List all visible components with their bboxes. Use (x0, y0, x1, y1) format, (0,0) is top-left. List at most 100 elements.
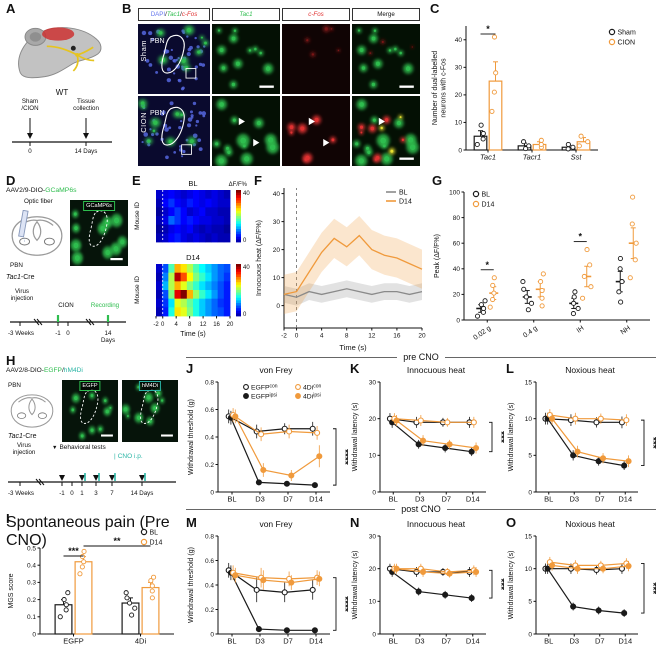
svg-text:IH: IH (576, 325, 586, 335)
brain-schematic-with-fiber (11, 210, 63, 256)
svg-text:40: 40 (273, 191, 281, 198)
cno-legend: | CNO i.p. (114, 453, 143, 460)
svg-text:**: ** (113, 536, 121, 546)
micro-image-sham-tac1 (212, 24, 280, 94)
von-frey-post-cno-chart: 0 0.2 0.4 0.6 0.8 Withdrawal threshold (g) BL D… (188, 533, 348, 646)
timeline-h-tick-5: 7 (110, 490, 114, 497)
timeline-h-tick-3: 1 (80, 490, 84, 497)
svg-text:D3: D3 (255, 637, 265, 646)
pre-cno-rule-left (186, 356, 398, 358)
svg-text:4: 4 (320, 333, 324, 340)
panel-j-title: von Frey (259, 365, 293, 375)
panel-n: N Innocuous heat 0 10 20 30 Withdrawal laten… (350, 515, 504, 654)
svg-text:40: 40 (453, 266, 461, 273)
pre-cno-text: pre CNO (403, 352, 439, 362)
svg-text:BL: BL (389, 637, 398, 646)
svg-text:20: 20 (418, 333, 426, 340)
von-frey-pre-cno-chart: 0 0.2 0.4 0.6 0.8 Withdrawal threshold (g) BL D… (188, 379, 348, 504)
timeline-h-graphic (8, 473, 176, 486)
svg-text:***: *** (495, 431, 504, 443)
svg-text:BL: BL (389, 495, 398, 504)
svg-text:100: 100 (449, 189, 460, 196)
panel-c-label: C (430, 1, 440, 16)
svg-text:BL: BL (544, 495, 553, 504)
svg-text:Withdrawal threshold (g): Withdrawal threshold (g) (188, 547, 195, 623)
svg-text:30: 30 (369, 533, 377, 540)
tac1-cre-label: Tac1-Cre (6, 274, 35, 281)
svg-text:D14: D14 (309, 495, 323, 504)
svg-text:40: 40 (243, 191, 250, 197)
panel-m: M von Frey 0 0.2 0.4 0.6 0.8 Withdrawal thres… (186, 515, 348, 654)
svg-text:D7: D7 (595, 495, 605, 504)
svg-text:0.4: 0.4 (27, 563, 36, 570)
svg-text:0: 0 (372, 631, 376, 638)
egfp-photo: EGFP (62, 380, 118, 442)
behavioral-test-marker-icon: ▼ (52, 444, 58, 451)
hm4di-photo-tag: hM4Di (138, 381, 162, 391)
mouse-head-illustration (18, 27, 102, 79)
svg-text:Peak (ΔF/F%): Peak (ΔF/F%) (434, 234, 441, 278)
timeline-d-tick-0: 0 (66, 330, 70, 337)
svg-text:0: 0 (210, 631, 214, 638)
innocuous-heat-post-cno-chart: 0 10 20 30 Withdrawal latency (s) BL D3 D7 D14 **… (352, 533, 504, 646)
row-label-cion: CION (139, 112, 148, 133)
panel-h-label: H (6, 353, 16, 368)
row-label-sham: Sham (139, 40, 148, 62)
svg-text:D3: D3 (415, 495, 425, 504)
svg-text:BL: BL (150, 530, 159, 537)
cno-label: CNO i.p. (117, 453, 143, 460)
column-header-merge: Merge (352, 8, 420, 21)
svg-text:0: 0 (528, 489, 532, 496)
svg-text:*: * (485, 260, 489, 270)
svg-text:Withdrawal latency (s): Withdrawal latency (s) (352, 551, 359, 620)
svg-text:D3: D3 (569, 637, 579, 646)
panel-c: C 0 10 20 30 40 Number of dual-labelled neuron… (430, 1, 656, 174)
svg-text:PBN: PBN (150, 110, 165, 117)
timeline-a-tick-0: 0 (28, 148, 32, 155)
panel-f-label: F (254, 173, 262, 188)
virus-label-egfp-hm4di: AAV2/8-DIO-EGFP/hM4Di (6, 367, 83, 374)
svg-text:***: *** (68, 546, 79, 556)
panel-j: J von Frey 0 0.2 0.4 0.6 0.8 Withdrawal thres… (186, 361, 348, 512)
noxious-heat-pre-cno-chart: 0 5 10 15 Withdrawal latency (s) BL D3 D7 D14 *** (508, 379, 656, 504)
svg-text:0.4 g: 0.4 g (522, 325, 539, 340)
svg-text:0.4: 0.4 (205, 582, 214, 589)
svg-text:10: 10 (455, 120, 463, 127)
panel-i-label: I (6, 511, 10, 526)
svg-text:30: 30 (455, 65, 463, 72)
timeline-h-tick-1: -1 (59, 490, 65, 497)
svg-text:10: 10 (369, 453, 377, 460)
svg-text:0.4: 0.4 (205, 434, 214, 441)
svg-text:***: *** (495, 578, 504, 590)
panel-k-label: K (350, 361, 360, 376)
panel-n-title: Innocuous heat (406, 519, 466, 529)
svg-text:10: 10 (273, 275, 281, 282)
timeline-d-tick-3weeks: -3 Weeks (7, 330, 35, 337)
svg-text:BL: BL (188, 179, 197, 188)
timeline-h-tick-4: 3 (94, 490, 98, 497)
innocuous-heat-trace-chart: 0 10 20 30 40 Innocuous heat (ΔF/F%) -2 0 4 8 12 16… (256, 188, 426, 352)
svg-text:D14: D14 (466, 637, 480, 646)
pre-cno-rule-right (444, 356, 657, 358)
micro-image-sham-cfos (282, 24, 350, 94)
svg-text:D7: D7 (441, 637, 451, 646)
panel-i: I Spontaneous pain (Pre CNO) 0 0.1 0.2 0.3 0… (6, 511, 182, 654)
svg-text:0.02 g: 0.02 g (472, 325, 492, 342)
svg-text:15: 15 (525, 379, 533, 386)
timeline-h: -3 Weeks -1 0 1 3 7 14 Days (6, 460, 182, 514)
panel-o-title: Noxious heat (565, 519, 615, 529)
panel-i-title: Spontaneous pain (Pre CNO) (6, 514, 170, 549)
timeline-d-tick-minus1: -1 (55, 330, 61, 337)
svg-text:D14: D14 (399, 198, 412, 205)
svg-text:0.8: 0.8 (205, 533, 214, 540)
panel-l-label: L (506, 361, 514, 376)
svg-text:10: 10 (525, 416, 533, 423)
svg-text:Number of dual-labelled: Number of dual-labelled (432, 51, 439, 125)
svg-text:***: *** (647, 582, 656, 594)
svg-text:BL: BL (227, 637, 236, 646)
svg-text:Mouse ID: Mouse ID (134, 202, 141, 230)
svg-text:*: * (578, 232, 582, 242)
svg-text:0.6: 0.6 (205, 558, 214, 565)
svg-text:0: 0 (456, 317, 460, 324)
